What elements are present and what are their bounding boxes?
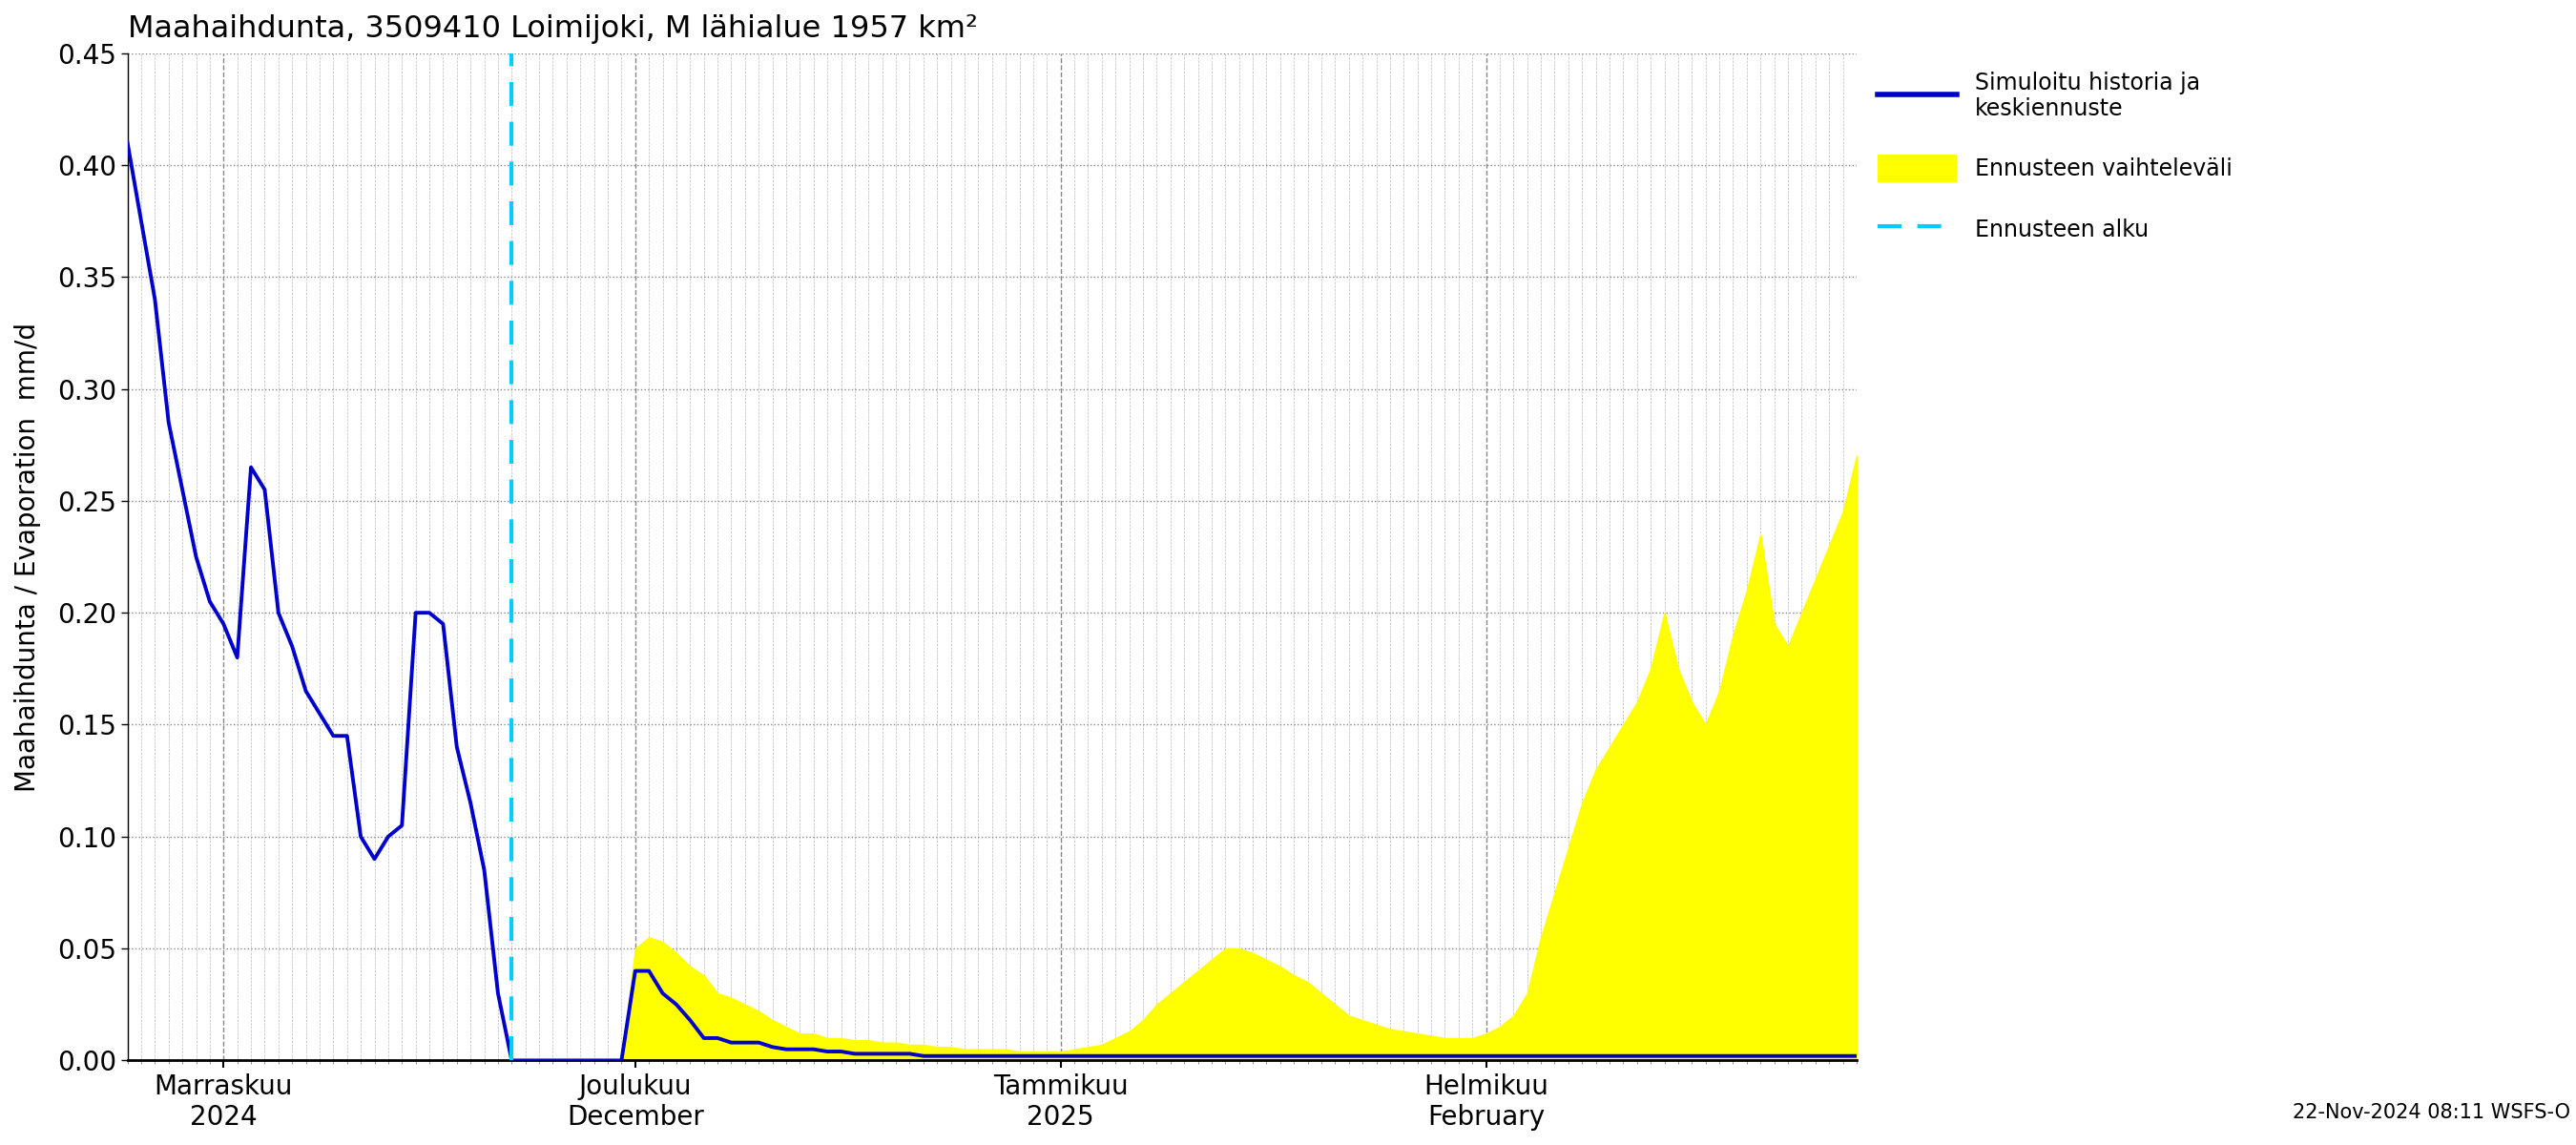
Text: Maahaihdunta, 3509410 Loimijoki, M lähialue 1957 km²: Maahaihdunta, 3509410 Loimijoki, M lähia…	[126, 14, 976, 44]
Y-axis label: Maahaihdunta / Evaporation  mm/d: Maahaihdunta / Evaporation mm/d	[15, 322, 41, 791]
Text: 22-Nov-2024 08:11 WSFS-O: 22-Nov-2024 08:11 WSFS-O	[2293, 1103, 2571, 1122]
Legend: Simuloitu historia ja
keskiennuste, Ennusteen vaihteleväli, Ennusteen alku: Simuloitu historia ja keskiennuste, Ennu…	[1870, 64, 2239, 250]
